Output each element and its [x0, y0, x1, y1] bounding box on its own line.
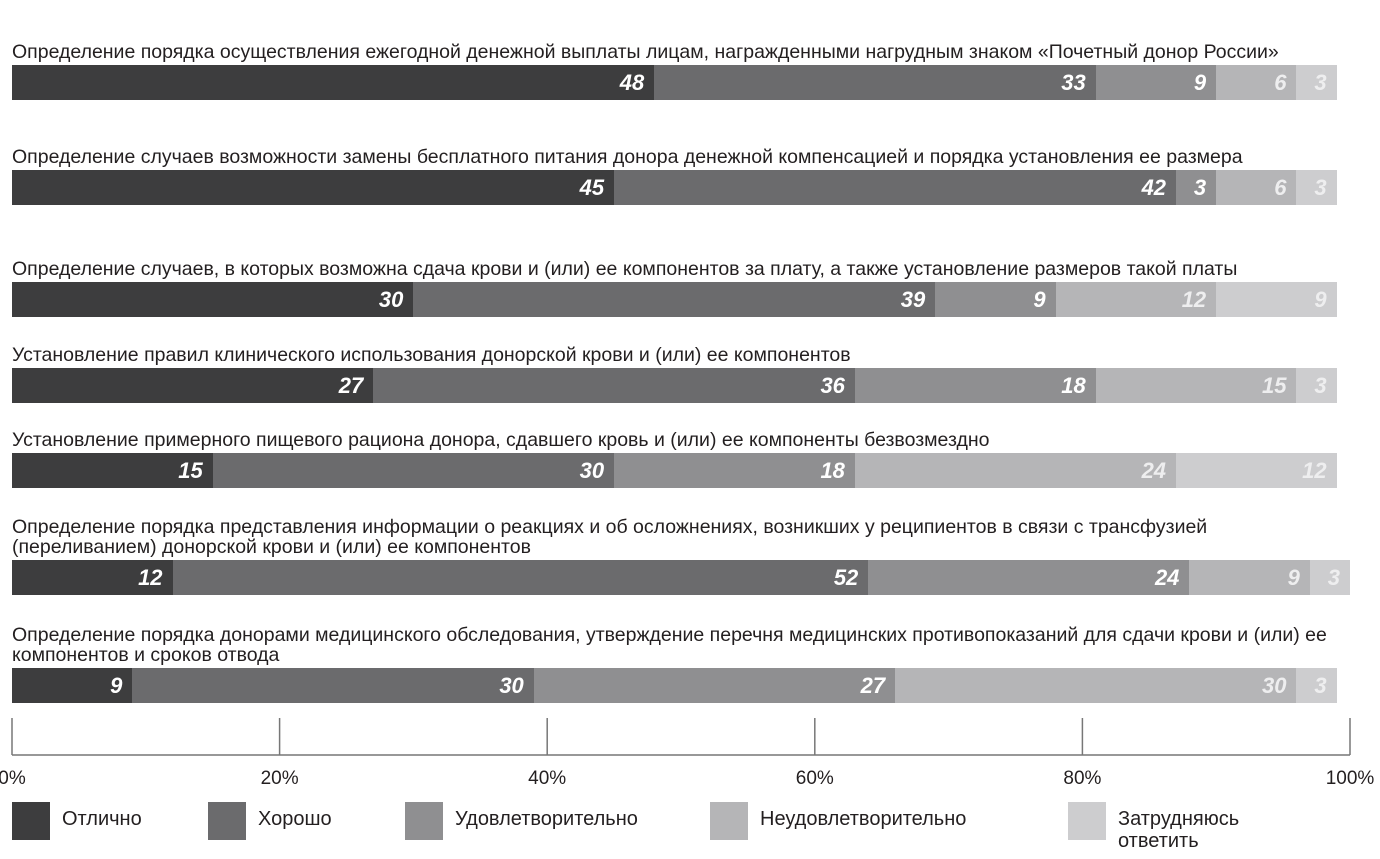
value-label: 39: [900, 287, 926, 312]
category-label: Определение порядка осуществления ежегод…: [12, 41, 1279, 63]
bar-segment: [654, 65, 1096, 100]
bar-segment: [1176, 453, 1337, 488]
value-label: 30: [378, 287, 404, 312]
bar-segment: [12, 282, 414, 317]
bar-segment: [212, 453, 615, 488]
category-label: Определение случаев, в которых возможна …: [12, 258, 1238, 280]
value-label: 3: [1314, 70, 1327, 95]
bar-segment: [1216, 65, 1297, 100]
bar-segment: [12, 170, 615, 205]
value-label: 33: [1061, 70, 1086, 95]
bar-segment: [1095, 65, 1217, 100]
value-label: 52: [833, 565, 859, 590]
value-label: 30: [1261, 673, 1287, 698]
category-label: Установление примерного пищевого рациона…: [12, 429, 990, 451]
x-tick-label: 40%: [528, 768, 567, 789]
value-label: 24: [1141, 458, 1167, 483]
value-label: 36: [820, 373, 845, 398]
bar-segment: [1216, 282, 1337, 317]
value-label: 27: [338, 373, 364, 398]
bar-segment: [12, 453, 213, 488]
x-tick-label: 80%: [1063, 768, 1102, 789]
value-label: 6: [1274, 175, 1287, 200]
bar-segment: [1296, 368, 1337, 403]
value-label: 24: [1154, 565, 1180, 590]
legend-label: Неудовлетворительно: [760, 808, 967, 830]
bar-segment: [413, 282, 936, 317]
value-label: 9: [1193, 70, 1207, 95]
legend-swatch: [12, 802, 50, 840]
value-label: 3: [1314, 175, 1327, 200]
legend-swatch: [405, 802, 443, 840]
value-label: 9: [1033, 287, 1046, 312]
value-label: 12: [1302, 458, 1327, 483]
bar-segment: [12, 65, 655, 100]
bar-segment: [1296, 170, 1337, 205]
value-label: 3: [1193, 175, 1207, 200]
bar-segment: [1216, 170, 1297, 205]
legend-label: Отлично: [62, 808, 142, 830]
bar-segment: [12, 368, 374, 403]
legend-swatch: [710, 802, 748, 840]
bar-segment: [895, 668, 1297, 703]
bar-segment: [1176, 170, 1217, 205]
bar-segment: [12, 668, 133, 703]
value-label: 45: [579, 175, 605, 200]
legend-label: Удовлетворительно: [455, 808, 638, 830]
bar-segment: [1055, 282, 1217, 317]
legend-label: Затрудняюсь ответить: [1118, 808, 1240, 852]
bar-segment: [1296, 668, 1337, 703]
x-tick-label: 100%: [1325, 768, 1375, 789]
category-label: Определение порядка представления информ…: [12, 516, 1208, 558]
value-label: 15: [178, 458, 203, 483]
value-label: 12: [1181, 287, 1207, 312]
value-label: 42: [1141, 175, 1167, 200]
bar-segment: [12, 560, 173, 595]
value-label: 12: [138, 565, 163, 590]
value-label: 9: [1287, 565, 1300, 590]
value-label: 9: [1314, 287, 1327, 312]
value-label: 30: [579, 458, 605, 483]
legend-swatch: [1068, 802, 1106, 840]
bar-segment: [1309, 560, 1350, 595]
bar-segment: [614, 170, 1177, 205]
value-label: 18: [1061, 373, 1086, 398]
bar-segment: [533, 668, 896, 703]
bar-segment: [373, 368, 855, 403]
category-label: Установление правил клинического использ…: [12, 344, 851, 366]
legend-swatch: [208, 802, 246, 840]
category-label: Определение случаев возможности замены б…: [12, 146, 1243, 168]
bar-segment: [868, 560, 1190, 595]
bar-segment: [132, 668, 534, 703]
bar-segment: [1189, 560, 1310, 595]
bar-segment: [1296, 65, 1337, 100]
value-label: 48: [619, 70, 645, 95]
bar-segment: [854, 453, 1177, 488]
bar-segment: [172, 560, 869, 595]
value-label: 9: [110, 673, 123, 698]
value-label: 27: [860, 673, 886, 698]
x-tick-label: 60%: [795, 768, 834, 789]
x-tick-label: 20%: [260, 768, 299, 789]
value-label: 3: [1314, 673, 1327, 698]
value-label: 3: [1314, 373, 1327, 398]
bar-segment: [854, 368, 1096, 403]
value-label: 6: [1274, 70, 1287, 95]
value-label: 15: [1261, 373, 1287, 398]
bar-segment: [935, 282, 1056, 317]
bar-segment: [1095, 368, 1297, 403]
x-tick-label: 0%: [0, 768, 26, 789]
value-label: 18: [820, 458, 845, 483]
bar-segment: [614, 453, 855, 488]
legend-label: Хорошо: [258, 808, 332, 830]
value-label: 3: [1327, 565, 1340, 590]
category-label: Определение порядка донорами медицинског…: [12, 624, 1327, 666]
value-label: 30: [499, 673, 524, 698]
